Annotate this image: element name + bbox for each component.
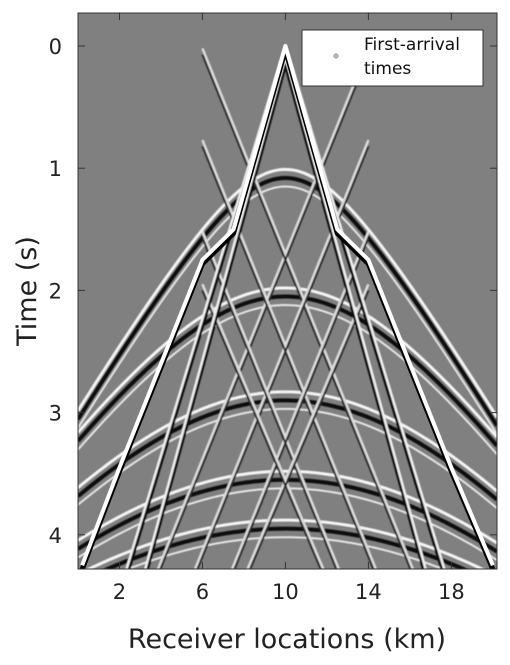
- legend-label-line1: First-arrival: [364, 35, 460, 55]
- x-tick-label: 2: [113, 580, 126, 604]
- x-tick-label: 6: [196, 580, 209, 604]
- y-tick-label: 0: [49, 35, 62, 59]
- y-tick-label: 4: [49, 524, 62, 548]
- x-tick-label: 18: [438, 580, 465, 604]
- legend-label-line2: times: [364, 59, 411, 79]
- x-axis-title: Receiver locations (km): [128, 624, 446, 655]
- legend: First-arrival times: [302, 30, 483, 86]
- legend-marker-dot: [334, 54, 338, 58]
- plot-area: [78, 13, 497, 665]
- y-tick-label: 1: [49, 157, 62, 181]
- x-tick-label: 14: [355, 580, 382, 604]
- y-tick-label: 2: [49, 279, 62, 303]
- y-axis-title: Time (s): [12, 236, 43, 347]
- x-tick-label: 10: [272, 580, 299, 604]
- y-tick-label: 3: [49, 402, 62, 426]
